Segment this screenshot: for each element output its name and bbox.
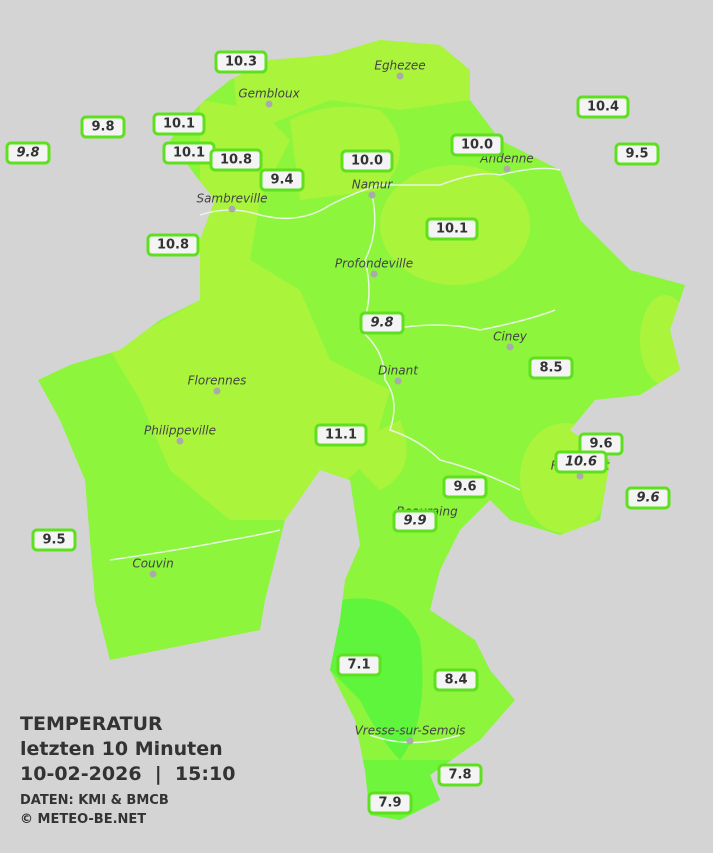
station-value: 11.1 — [325, 428, 357, 443]
station-value: 10.3 — [225, 55, 257, 70]
station-box — [614, 142, 660, 166]
station-box — [528, 356, 574, 380]
station-box — [146, 233, 200, 257]
city-dot — [228, 205, 236, 213]
station-box — [437, 763, 483, 787]
station-value: 9.5 — [625, 147, 648, 162]
city-label: Ciney — [493, 330, 528, 344]
station-box — [392, 509, 438, 533]
station-box — [367, 791, 413, 815]
legend: TEMPERATUR letzten 10 Minuten 10-02-2026… — [20, 713, 235, 827]
city-dot — [396, 72, 404, 80]
station-box — [625, 486, 671, 510]
station-box — [425, 217, 479, 241]
heading: TEMPERATUR — [20, 713, 163, 735]
station-box — [442, 475, 488, 499]
city-dot — [506, 343, 514, 351]
city-label: Philippeville — [144, 424, 216, 438]
city-dot — [576, 472, 584, 480]
station-box — [259, 168, 305, 192]
station-value: 9.4 — [270, 173, 293, 188]
station-box — [152, 112, 206, 136]
station-value: 9.8 — [16, 146, 39, 161]
source: DATEN: KMI & BMCB — [20, 793, 169, 808]
rivers — [109, 167, 561, 744]
copyright: © METEO-BE.NET — [20, 812, 146, 827]
station-value: 10.0 — [351, 154, 383, 169]
station-value: 7.1 — [347, 658, 370, 673]
station-value: 10.1 — [163, 117, 195, 132]
station-box — [209, 148, 263, 172]
station-box — [31, 528, 77, 552]
station-box — [5, 141, 51, 165]
station-box — [450, 133, 504, 157]
station-box — [314, 423, 368, 447]
station-value: 10.4 — [587, 100, 619, 115]
city-label: Sambreville — [196, 192, 267, 206]
city-dot — [394, 377, 402, 385]
station-value: 8.4 — [444, 673, 467, 688]
station-value: 9.6 — [453, 480, 476, 495]
station-value: 10.1 — [173, 146, 205, 161]
city-dot — [370, 270, 378, 278]
station-value: 8.5 — [539, 361, 562, 376]
station-box — [433, 668, 479, 692]
station-value: 10.8 — [220, 153, 252, 168]
city-label: Profondeville — [335, 257, 413, 271]
city-label: Gembloux — [238, 87, 300, 101]
city-dot — [213, 387, 221, 395]
station-box — [359, 311, 405, 335]
station-value: 10.8 — [157, 238, 189, 253]
period: letzten 10 Minuten — [20, 738, 223, 760]
city-dot — [265, 100, 273, 108]
city-label: Dinant — [378, 364, 419, 378]
station-box — [336, 653, 382, 677]
city-label: Couvin — [132, 557, 173, 571]
station-box — [80, 115, 126, 139]
city-dot — [406, 737, 414, 745]
station-box — [554, 450, 608, 474]
station-box — [214, 50, 268, 74]
station-value: 10.6 — [565, 455, 597, 470]
city-label: Vresse-sur-Semois — [355, 724, 466, 738]
station-value: 10.0 — [461, 138, 493, 153]
station-value: 9.5 — [42, 533, 65, 548]
station-value: 9.9 — [403, 514, 426, 529]
city-dot — [368, 191, 376, 199]
city-label: Namur — [352, 178, 394, 192]
station-value: 9.8 — [370, 316, 393, 331]
timestamp: 10-02-2026 | 15:10 — [20, 763, 235, 785]
station-value: 9.6 — [589, 437, 612, 452]
station-value: 9.6 — [636, 491, 659, 506]
city-label: Florennes — [188, 374, 247, 388]
station-value: 10.1 — [436, 222, 468, 237]
station-box — [576, 95, 630, 119]
station-box — [340, 149, 394, 173]
city-dot — [149, 570, 157, 578]
city-dot — [176, 437, 184, 445]
city-dot — [503, 165, 511, 173]
station-value: 7.8 — [448, 768, 471, 783]
station-value: 9.8 — [91, 120, 114, 135]
city-label: Eghezee — [374, 59, 425, 73]
stations: 10.3 9.8 10.1 9.8 10.1 10.8 9.4 10.0 10.0 10.4 9.5… — [5, 50, 671, 815]
station-value: 7.9 — [378, 796, 401, 811]
